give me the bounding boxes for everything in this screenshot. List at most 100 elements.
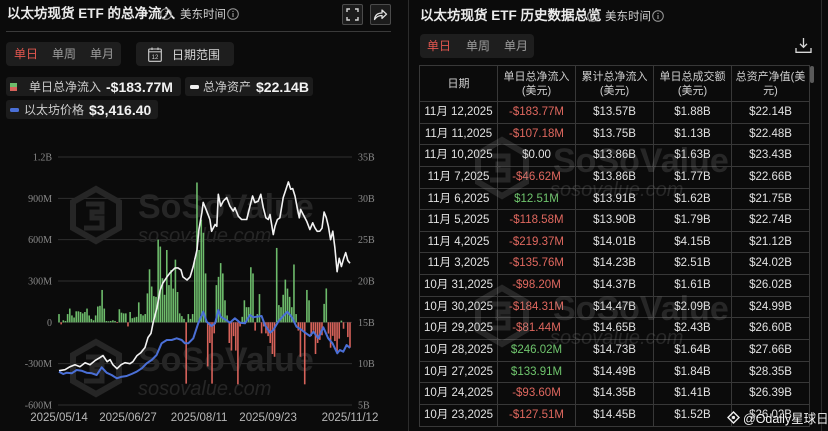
inflow-bar	[122, 313, 125, 323]
outflow-bar	[234, 322, 237, 351]
left-axis-tick: 0	[47, 318, 52, 329]
legend-net-assets[interactable]: 总净资产 $22.14B	[185, 77, 313, 96]
cell-cum-inflow: $14.65B	[576, 318, 654, 341]
header-date[interactable]: 日期	[420, 66, 498, 102]
tab-monthly[interactable]: 单月	[90, 47, 115, 61]
table-row[interactable]: 10月 23,2025 -$127.51M $14.45B $1.52B $26.02B	[420, 404, 810, 427]
inflow-bar	[92, 320, 95, 323]
table-row[interactable]: 11月 4,2025 -$219.37M $14.01B $4.15B $21.12B	[420, 231, 810, 254]
fullscreen-button[interactable]	[342, 4, 363, 25]
cell-net-assets: $26.60B	[732, 318, 810, 341]
outflow-bar	[334, 322, 336, 342]
outflow-bar	[273, 322, 276, 357]
tab-daily[interactable]: 单日	[427, 39, 452, 53]
info-icon[interactable]	[587, 10, 599, 22]
blue-line-icon	[10, 107, 19, 112]
download-button[interactable]	[795, 37, 812, 59]
cell-net-assets: $22.48B	[732, 123, 810, 146]
inflow-bar	[176, 292, 179, 323]
cell-value-traded: $1.79B	[654, 210, 732, 232]
legend-daily-net-inflow[interactable]: 单日总净流入 -$183.77M	[6, 77, 181, 96]
table-scrollbar[interactable]	[810, 66, 814, 83]
download-icon	[795, 38, 812, 53]
info-icon[interactable]	[160, 8, 172, 20]
inflow-bar	[73, 317, 75, 323]
table-body: 11月 12,2025 -$183.77M $13.57B $1.88B $22.14B…	[420, 102, 810, 427]
inflow-bar	[241, 316, 244, 323]
table-row[interactable]: 10月 28,2025 $246.02M $14.73B $1.64B $27.66B	[420, 340, 810, 362]
date-range-button[interactable]: 12 日期范围	[136, 42, 234, 66]
cell-date: 10月 30,2025	[420, 296, 498, 319]
table-row[interactable]: 11月 12,2025 -$183.77M $13.57B $1.88B $22.14B	[420, 102, 810, 124]
inflow-bar	[88, 315, 90, 323]
tab-monthly[interactable]: 单月	[504, 39, 529, 53]
title-divider	[6, 31, 391, 32]
outflow-bar	[185, 322, 187, 384]
tab-daily[interactable]: 单日	[14, 47, 39, 61]
table-row[interactable]: 10月 30,2025 -$184.31M $14.47B $2.09B $24.99B	[420, 296, 810, 319]
header-net-assets[interactable]: 总资产净值(美 元)	[732, 66, 810, 102]
chart-axes: -600M -300M 0 300M 600M 900M 1.2B 5B 10B 15B 20B 25…	[25, 153, 379, 425]
inflow-bar	[148, 269, 151, 323]
inflow-bar	[120, 312, 123, 323]
table-row[interactable]: 11月 10,2025 $0.00 $13.86B $1.63B $23.43B	[420, 145, 810, 167]
table-row[interactable]: 10月 24,2025 -$93.60M $14.35B $1.41B $26.39B	[420, 383, 810, 405]
inflow-bar	[252, 273, 254, 323]
cell-date: 11月 10,2025	[420, 145, 498, 167]
outflow-bar	[60, 322, 62, 325]
table-row[interactable]: 11月 3,2025 -$135.76M $14.23B $2.51B $24.02B	[420, 253, 810, 276]
info-icon[interactable]	[227, 8, 239, 20]
table-row[interactable]: 11月 6,2025 $12.51M $13.91B $1.62B $21.75B	[420, 188, 810, 211]
inflow-bar	[97, 306, 99, 323]
outflow-bar	[237, 322, 239, 385]
outflow-bar	[319, 322, 321, 340]
table-row[interactable]: 11月 7,2025 -$46.62M $13.86B $1.77B $22.66B	[420, 166, 810, 189]
cell-date: 11月 11,2025	[420, 123, 498, 146]
inflow-bar	[198, 250, 200, 323]
table-row[interactable]: 10月 29,2025 -$81.44M $14.65B $2.43B $26.60B	[420, 318, 810, 341]
inflow-bar	[68, 308, 71, 323]
cell-value-traded: $1.88B	[654, 102, 732, 124]
cell-net-assets: $22.74B	[732, 210, 810, 232]
inflow-bar	[308, 300, 310, 323]
header-unit: (美元)	[677, 84, 708, 97]
outflow-bar	[303, 322, 306, 385]
cell-cum-inflow: $13.86B	[576, 145, 654, 167]
tab-weekly[interactable]: 单周	[52, 47, 77, 61]
inflow-bar	[284, 279, 287, 323]
header-cum-inflow[interactable]: 累计总净流入 (美元)	[576, 66, 654, 102]
svg-text:sosovalue.com: sosovalue.com	[138, 225, 271, 247]
x-axis-tick: 2025/08/11	[171, 412, 228, 424]
net-inflow-chart[interactable]: SoSoValue sosovalue.com SoSoValue sosova…	[0, 145, 408, 431]
inflow-bar	[118, 309, 121, 323]
table-row[interactable]: 11月 5,2025 -$118.58M $13.90B $1.79B $22.74B	[420, 210, 810, 232]
cell-net-assets: $24.02B	[732, 253, 810, 276]
cell-net-inflow: -$107.18M	[498, 123, 576, 146]
tab-weekly[interactable]: 单周	[466, 39, 491, 53]
legend-eth-price[interactable]: 以太坊价格 $3,416.40	[6, 100, 158, 119]
info-icon[interactable]	[652, 10, 664, 22]
table-row[interactable]: 10月 31,2025 -$98.20M $14.37B $1.61B $26.02B	[420, 275, 810, 297]
legend-label: 总净资产	[203, 80, 252, 94]
right-axis-tick: 10B	[358, 359, 375, 370]
table-row[interactable]: 10月 27,2025 $133.91M $14.49B $1.84B $28.35B	[420, 361, 810, 384]
cell-value-traded: $1.41B	[654, 383, 732, 405]
inflow-bar	[165, 250, 168, 323]
share-button[interactable]	[370, 4, 391, 25]
inflow-bar	[183, 318, 185, 323]
outflow-bar	[297, 322, 300, 331]
header-net-inflow[interactable]: 单日总净流入 (美元)	[498, 66, 576, 102]
table-row[interactable]: 11月 11,2025 -$107.18M $13.75B $1.13B $22.48B	[420, 123, 810, 146]
inflow-bar	[77, 311, 80, 323]
cell-net-inflow: $133.91M	[498, 361, 576, 384]
cell-date: 10月 24,2025	[420, 383, 498, 405]
sosovalue-logo-icon	[70, 185, 122, 245]
svg-text:SoSoValue: SoSoValue	[138, 341, 314, 379]
right-border	[821, 0, 822, 431]
cell-cum-inflow: $14.45B	[576, 404, 654, 427]
right-axis-tick: 30B	[358, 194, 375, 205]
inflow-bar	[215, 285, 218, 323]
inflow-bar	[217, 276, 220, 323]
cell-net-assets: $23.43B	[732, 145, 810, 167]
header-value-traded[interactable]: 单日总成交额 (美元)	[654, 66, 732, 102]
